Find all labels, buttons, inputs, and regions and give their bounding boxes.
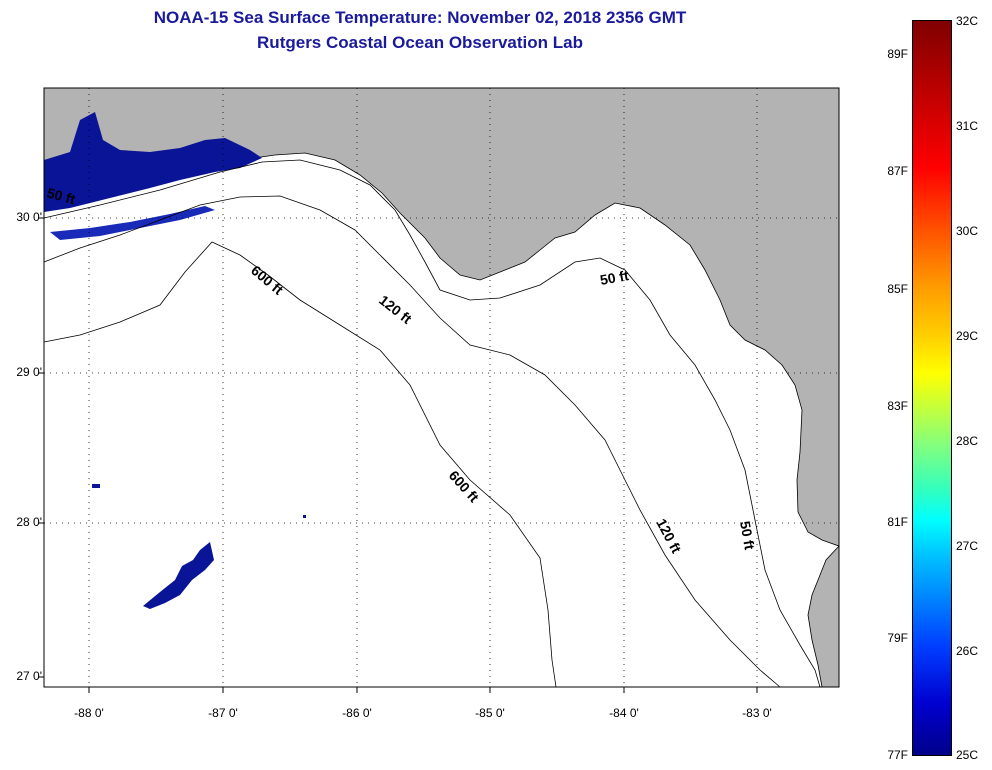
colorbar-label-79f: 79F: [887, 631, 908, 645]
colorbar-label-27c: 27C: [956, 539, 979, 553]
map-subtitle: Rutgers Coastal Ocean Observation Lab: [257, 33, 583, 52]
colorbar-label-85f: 85F: [887, 282, 908, 296]
colorbar-label-77f: 77F: [887, 748, 908, 762]
sst-cold-pixel-dot: [303, 515, 306, 518]
map-frame: [43, 87, 840, 688]
colorbar-label-28c: 28C: [956, 434, 979, 448]
grid-lines: [44, 88, 839, 687]
contour-600ft: [43, 241, 557, 688]
lon-label-88: -88 0': [74, 706, 104, 720]
colorbar-label-32c: 32C: [956, 14, 979, 28]
contour-label-50-b: 50 ft: [737, 520, 758, 551]
lat-label-29: 29 0': [16, 365, 42, 379]
temperature-colorbar: [912, 20, 952, 756]
contour-120ft: [43, 195, 781, 688]
contour-label-50-a: 50 ft: [599, 267, 630, 288]
sst-cold-pixels-patch: [143, 542, 214, 609]
lat-label-28: 28 0': [16, 515, 42, 529]
colorbar-label-83f: 83F: [887, 399, 908, 413]
colorbar-label-89f: 89F: [887, 47, 908, 61]
sst-cold-pixel-small: [92, 484, 100, 488]
lon-label-85: -85 0': [475, 706, 505, 720]
colorbar-label-25c: 25C: [956, 748, 979, 762]
lat-label-27: 27 0': [16, 669, 42, 683]
lon-label-84: -84 0': [609, 706, 639, 720]
lon-label-87: -87 0': [208, 706, 238, 720]
map-title: NOAA-15 Sea Surface Temperature: Novembe…: [153, 8, 687, 27]
colorbar-label-81f: 81F: [887, 515, 908, 529]
land-florida: [43, 87, 840, 547]
lon-label-86: -86 0': [342, 706, 372, 720]
lat-label-30: 30 0': [16, 210, 42, 224]
lon-label-83: -83 0': [742, 706, 772, 720]
colorbar-label-31c: 31C: [956, 119, 979, 133]
axis-ticks: [38, 217, 758, 693]
sst-cold-pixels-coast: [44, 112, 262, 212]
colorbar-label-30c: 30C: [956, 224, 979, 238]
colorbar-label-87f: 87F: [887, 164, 908, 178]
contour-label-50-c: 50 ft: [45, 184, 77, 207]
contour-50ft: [43, 159, 821, 688]
colorbar-label-26c: 26C: [956, 644, 979, 658]
colorbar-label-29c: 29C: [956, 329, 979, 343]
